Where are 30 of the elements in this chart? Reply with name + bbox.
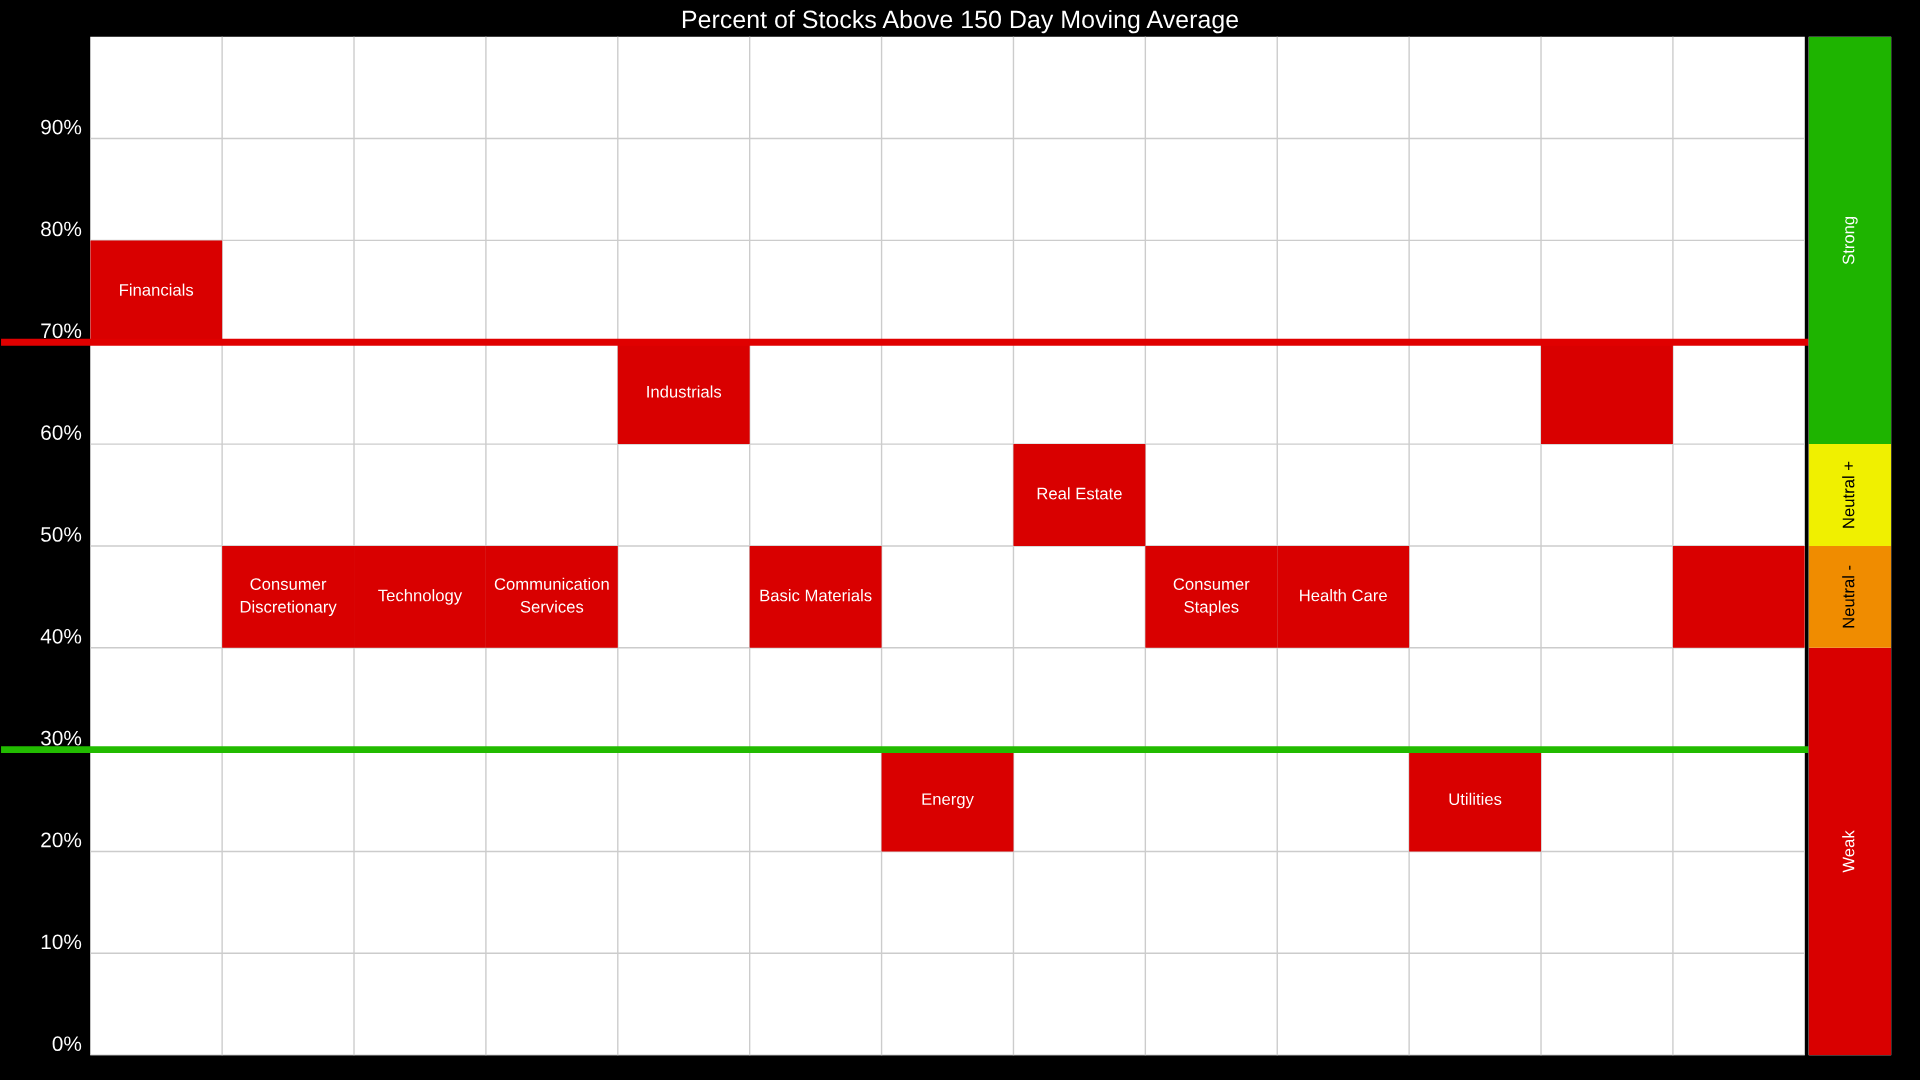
category-label: Communication Services (494, 577, 609, 613)
series-label: Neutral + (1842, 461, 1855, 528)
y-tick-label: 50% (41, 527, 82, 542)
series-label: Weak (1842, 830, 1855, 873)
bar (1808, 444, 1892, 546)
category-label: Consumer Staples (1173, 578, 1250, 617)
y-tick-label: 20% (41, 832, 82, 848)
y-tick-label: 10% (41, 934, 82, 950)
chart-title: Percent of Stocks Above 150 Day Moving Average (682, 9, 1239, 34)
category-label: Industrials (647, 385, 722, 398)
category-label: Financials (120, 283, 194, 296)
category-label: Utilities (1449, 792, 1502, 806)
bar (1808, 36, 1892, 445)
category-label: Real Estate (1037, 487, 1122, 500)
category-label: Energy (922, 793, 974, 809)
category-label: Consumer Discretionary (240, 578, 337, 617)
category-label: Technology (378, 589, 463, 605)
y-tick-label: 90% (41, 119, 82, 135)
y-tick-label: 0% (52, 1036, 82, 1052)
series-label: Strong (1842, 216, 1858, 265)
y-tick-label: 40% (40, 628, 82, 644)
series-label: Neutral - (1842, 565, 1855, 628)
y-tick-label: 60% (41, 425, 82, 440)
category-label: Basic Materials (760, 589, 872, 602)
bar (1808, 647, 1892, 1056)
y-tick-label: 70% (41, 323, 82, 339)
bar (1808, 545, 1892, 648)
y-tick-label: 30% (41, 730, 82, 746)
y-tick-label: 80% (41, 221, 82, 237)
category-label: Health Care (1300, 589, 1387, 602)
